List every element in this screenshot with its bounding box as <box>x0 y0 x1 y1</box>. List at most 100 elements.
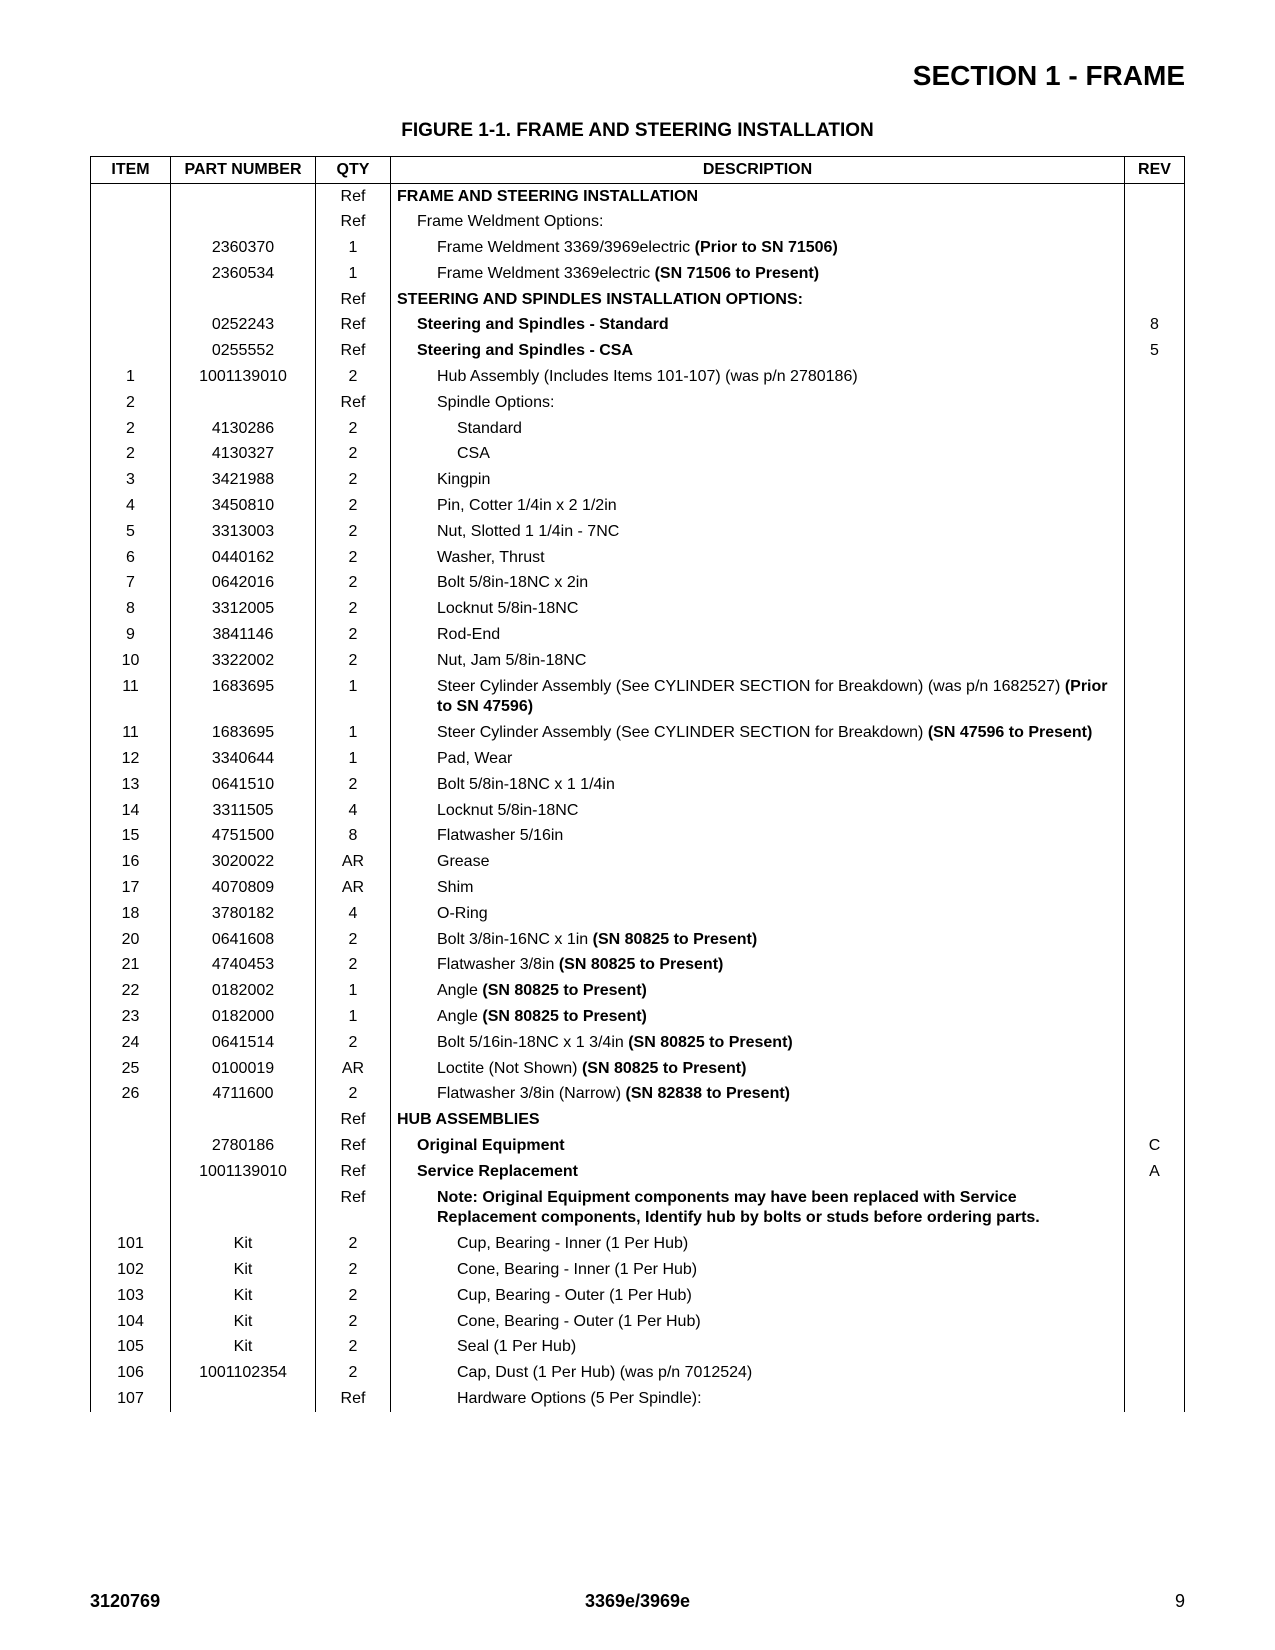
table-row: 241302862Standard <box>91 416 1185 442</box>
cell-part-number: 4130327 <box>171 442 316 468</box>
cell-qty: Ref <box>316 1159 391 1185</box>
cell-rev <box>1125 901 1185 927</box>
cell-description: Shim <box>391 876 1125 902</box>
cell-part-number: 0182002 <box>171 979 316 1005</box>
cell-part-number: 1001102354 <box>171 1361 316 1387</box>
col-header-qty: QTY <box>316 157 391 184</box>
cell-item: 106 <box>91 1361 171 1387</box>
cell-rev <box>1125 927 1185 953</box>
cell-qty: 1 <box>316 979 391 1005</box>
cell-rev <box>1125 494 1185 520</box>
cell-item: 104 <box>91 1309 171 1335</box>
cell-item: 2 <box>91 390 171 416</box>
cell-rev <box>1125 1386 1185 1412</box>
cell-rev <box>1125 798 1185 824</box>
cell-qty: 2 <box>316 623 391 649</box>
cell-item <box>91 1108 171 1134</box>
table-row: RefFRAME AND STEERING INSTALLATION <box>91 184 1185 210</box>
cell-description: Note: Original Equipment components may … <box>391 1185 1125 1232</box>
cell-description: Cone, Bearing - Inner (1 Per Hub) <box>391 1257 1125 1283</box>
cell-item: 3 <box>91 468 171 494</box>
table-row: 2201820021Angle (SN 80825 to Present) <box>91 979 1185 1005</box>
cell-qty: Ref <box>316 1185 391 1232</box>
cell-qty: 2 <box>316 468 391 494</box>
cell-rev <box>1125 648 1185 674</box>
cell-rev <box>1125 979 1185 1005</box>
cell-part-number: 3450810 <box>171 494 316 520</box>
cell-item: 4 <box>91 494 171 520</box>
table-row: 10610011023542Cap, Dust (1 Per Hub) (was… <box>91 1361 1185 1387</box>
cell-description: Spindle Options: <box>391 390 1125 416</box>
cell-part-number: 3322002 <box>171 648 316 674</box>
table-row: RefSTEERING AND SPINDLES INSTALLATION OP… <box>91 287 1185 313</box>
cell-item: 20 <box>91 927 171 953</box>
cell-description: STEERING AND SPINDLES INSTALLATION OPTIO… <box>391 287 1125 313</box>
table-row: 0252243RefSteering and Spindles - Standa… <box>91 313 1185 339</box>
cell-description: Cup, Bearing - Inner (1 Per Hub) <box>391 1232 1125 1258</box>
cell-item <box>91 210 171 236</box>
table-row: 2301820001Angle (SN 80825 to Present) <box>91 1005 1185 1031</box>
cell-description: Standard <box>391 416 1125 442</box>
table-row: 105Kit2Seal (1 Per Hub) <box>91 1335 1185 1361</box>
table-row: 1116836951Steer Cylinder Assembly (See C… <box>91 674 1185 721</box>
cell-qty: 2 <box>316 597 391 623</box>
cell-rev <box>1125 571 1185 597</box>
cell-part-number <box>171 1185 316 1232</box>
cell-qty: 1 <box>316 721 391 747</box>
cell-qty: 1 <box>316 1005 391 1031</box>
cell-rev <box>1125 747 1185 773</box>
cell-part-number <box>171 210 316 236</box>
cell-item: 2 <box>91 416 171 442</box>
cell-item <box>91 261 171 287</box>
cell-item: 1 <box>91 365 171 391</box>
cell-rev <box>1125 468 1185 494</box>
cell-description: Bolt 5/8in-18NC x 1 1/4in <box>391 772 1125 798</box>
cell-qty: 2 <box>316 1082 391 1108</box>
cell-part-number: 3421988 <box>171 468 316 494</box>
cell-rev <box>1125 953 1185 979</box>
table-row: RefFrame Weldment Options: <box>91 210 1185 236</box>
table-row: 1233406441Pad, Wear <box>91 747 1185 773</box>
cell-rev <box>1125 1108 1185 1134</box>
cell-rev <box>1125 1309 1185 1335</box>
table-row: 23605341Frame Weldment 3369electric (SN … <box>91 261 1185 287</box>
table-row: 2147404532Flatwasher 3/8in (SN 80825 to … <box>91 953 1185 979</box>
table-row: 250100019ARLoctite (Not Shown) (SN 80825… <box>91 1056 1185 1082</box>
cell-rev <box>1125 1257 1185 1283</box>
table-row: 1547515008Flatwasher 5/16in <box>91 824 1185 850</box>
figure-title: FIGURE 1-1. FRAME AND STEERING INSTALLAT… <box>90 120 1185 142</box>
cell-description: Bolt 5/8in-18NC x 2in <box>391 571 1125 597</box>
cell-description: Steer Cylinder Assembly (See CYLINDER SE… <box>391 721 1125 747</box>
cell-rev <box>1125 416 1185 442</box>
cell-item <box>91 1159 171 1185</box>
cell-qty: AR <box>316 850 391 876</box>
cell-rev <box>1125 850 1185 876</box>
cell-part-number: 0440162 <box>171 545 316 571</box>
cell-part-number: 0100019 <box>171 1056 316 1082</box>
cell-qty: Ref <box>316 1108 391 1134</box>
cell-part-number: 1683695 <box>171 721 316 747</box>
cell-part-number: 4070809 <box>171 876 316 902</box>
cell-rev <box>1125 287 1185 313</box>
cell-part-number: 3780182 <box>171 901 316 927</box>
cell-qty: Ref <box>316 313 391 339</box>
cell-item: 26 <box>91 1082 171 1108</box>
cell-description: Washer, Thrust <box>391 545 1125 571</box>
cell-qty: 2 <box>316 1309 391 1335</box>
cell-description: O-Ring <box>391 901 1125 927</box>
cell-rev <box>1125 1361 1185 1387</box>
cell-rev <box>1125 1185 1185 1232</box>
table-row: 1837801824O-Ring <box>91 901 1185 927</box>
cell-rev <box>1125 1283 1185 1309</box>
cell-item: 107 <box>91 1386 171 1412</box>
cell-item <box>91 287 171 313</box>
cell-part-number: 0642016 <box>171 571 316 597</box>
cell-item: 13 <box>91 772 171 798</box>
table-row: RefHUB ASSEMBLIES <box>91 1108 1185 1134</box>
page-footer: 3120769 3369e/3969e 9 <box>90 1591 1185 1612</box>
cell-part-number: Kit <box>171 1257 316 1283</box>
cell-item: 12 <box>91 747 171 773</box>
cell-rev <box>1125 721 1185 747</box>
cell-qty: 2 <box>316 648 391 674</box>
cell-rev <box>1125 824 1185 850</box>
